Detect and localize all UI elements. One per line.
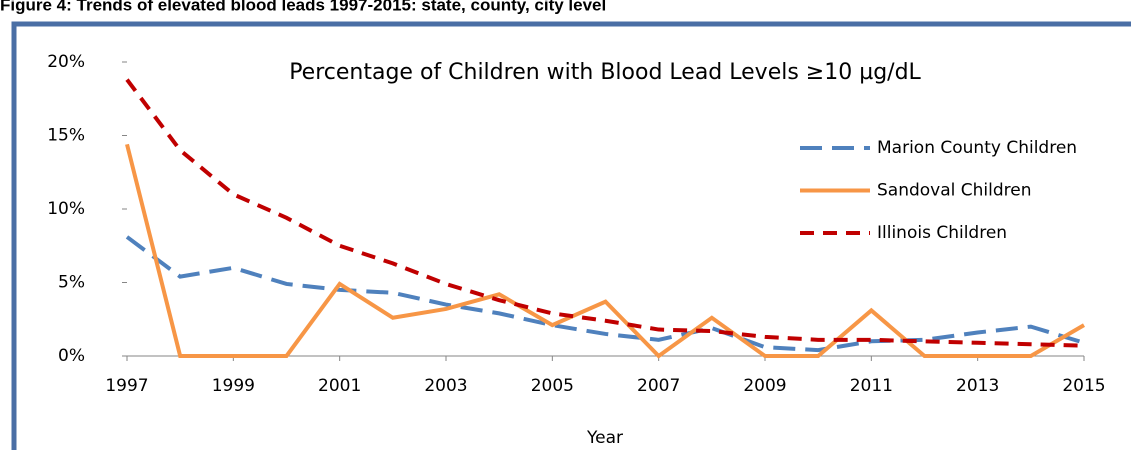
x-axis-title: Year <box>586 428 623 448</box>
x-tick-label: 2007 <box>637 376 680 396</box>
y-tick-label: 15% <box>47 126 85 146</box>
figure-caption: Figure 4: Trends of elevated blood leads… <box>0 0 606 14</box>
x-tick-label: 2015 <box>1062 376 1105 396</box>
legend-label: Illinois Children <box>877 223 1007 243</box>
y-tick-label: 10% <box>47 199 85 219</box>
y-tick-label: 5% <box>58 273 85 293</box>
y-tick-label: 20% <box>47 52 85 72</box>
y-tick-label: 0% <box>58 346 85 366</box>
series-line <box>125 235 1085 353</box>
x-tick-label: 1997 <box>105 376 148 396</box>
legend-label: Sandoval Children <box>877 181 1032 201</box>
chart-title: Percentage of Children with Blood Lead L… <box>289 60 921 85</box>
series-line <box>125 143 1086 359</box>
x-tick-label: 2013 <box>956 376 999 396</box>
legend-label: Marion County Children <box>877 138 1077 158</box>
x-tick-label: 2003 <box>424 376 467 396</box>
chart-frame <box>11 21 1131 450</box>
x-tick-label: 2009 <box>743 376 786 396</box>
x-tick-label: 1999 <box>212 376 255 396</box>
x-tick-label: 2011 <box>850 376 893 396</box>
x-tick-label: 2001 <box>318 376 361 396</box>
x-tick-label: 2005 <box>531 376 574 396</box>
series-line <box>125 78 1085 348</box>
